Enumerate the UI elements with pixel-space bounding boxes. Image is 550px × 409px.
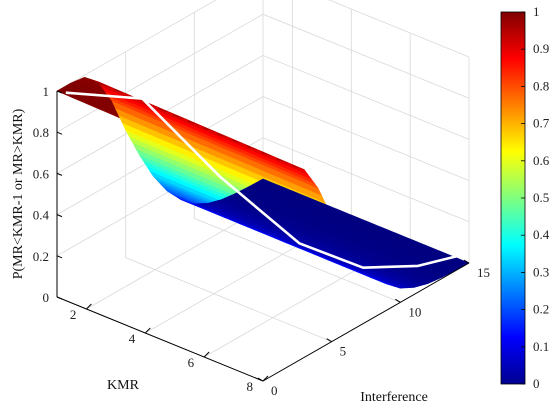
x-tick-label: 6 xyxy=(188,355,195,370)
x-axis-label: KMR xyxy=(107,378,140,393)
z-tick-mark xyxy=(56,172,63,176)
grid-line xyxy=(194,217,401,303)
x-tick-label: 8 xyxy=(247,379,254,394)
axis-ticks: 0 0.2 0.4 0.6 0.8 1 2 4 6 8 0 5 10 15 xyxy=(33,84,490,398)
z-tick-mark xyxy=(56,214,63,218)
x-tick-mark xyxy=(262,375,269,382)
colorbar-tick-label: 0.1 xyxy=(533,339,549,354)
x-tick-mark xyxy=(144,327,151,334)
colorbar: 0 0.1 0.2 0.3 0.4 0.5 0.6 0.7 0.8 0.9 1 xyxy=(500,4,550,391)
y-tick-label: 0 xyxy=(271,383,278,398)
colorbar-tick-label: 0.8 xyxy=(533,78,549,93)
colorbar-tick-label: 0.3 xyxy=(533,264,549,279)
colorbar-tick-label: 0.7 xyxy=(533,116,550,131)
z-tick-mark xyxy=(56,90,63,94)
colorbar-tick-label: 0.4 xyxy=(533,227,550,242)
white-boundary-curve xyxy=(65,91,458,269)
axis-box xyxy=(56,91,470,382)
x-tick-label: 4 xyxy=(129,331,136,346)
z-tick-mark xyxy=(56,255,63,259)
y-tick-label: 10 xyxy=(408,304,421,319)
y-tick-mark xyxy=(463,259,470,264)
colorbar-tick-label: 0.2 xyxy=(533,302,549,317)
colorbar-ticks: 0 0.1 0.2 0.3 0.4 0.5 0.6 0.7 0.8 0.9 1 xyxy=(521,4,550,391)
colorbar-tick-label: 1 xyxy=(533,4,540,19)
z-tick-label: 0 xyxy=(43,290,50,305)
x-tick-label: 2 xyxy=(70,307,77,322)
colorbar-tick-label: 0.9 xyxy=(533,41,549,56)
surface-plot xyxy=(56,77,470,289)
colorbar-tick-label: 0.5 xyxy=(533,190,549,205)
colorbar-tick-label: 0.6 xyxy=(533,153,550,168)
y-tick-mark xyxy=(395,298,401,303)
y-axis-label: Interference xyxy=(360,390,428,405)
y-tick-mark xyxy=(257,377,264,382)
z-axis-label: P(MR<KMR-1 or MR>KMR) xyxy=(11,108,26,279)
z-tick-label: 1 xyxy=(43,84,50,99)
grid-line xyxy=(125,257,332,343)
z-tick-label: 0.4 xyxy=(33,208,50,223)
x-tick-mark xyxy=(86,303,92,310)
x-tick-mark xyxy=(203,351,210,358)
z-tick-label: 0.6 xyxy=(33,166,50,181)
y-tick-label: 5 xyxy=(340,344,347,359)
y-axis-line xyxy=(262,262,470,382)
x-axis-line xyxy=(56,296,264,382)
z-tick-label: 0.2 xyxy=(33,249,49,264)
z-tick-label: 0.8 xyxy=(33,125,49,140)
colorbar-tick-label: 0 xyxy=(533,376,540,391)
z-tick-mark xyxy=(56,131,63,135)
z-tick-mark xyxy=(56,296,63,300)
y-tick-mark xyxy=(326,338,332,343)
y-tick-label: 15 xyxy=(477,265,490,280)
